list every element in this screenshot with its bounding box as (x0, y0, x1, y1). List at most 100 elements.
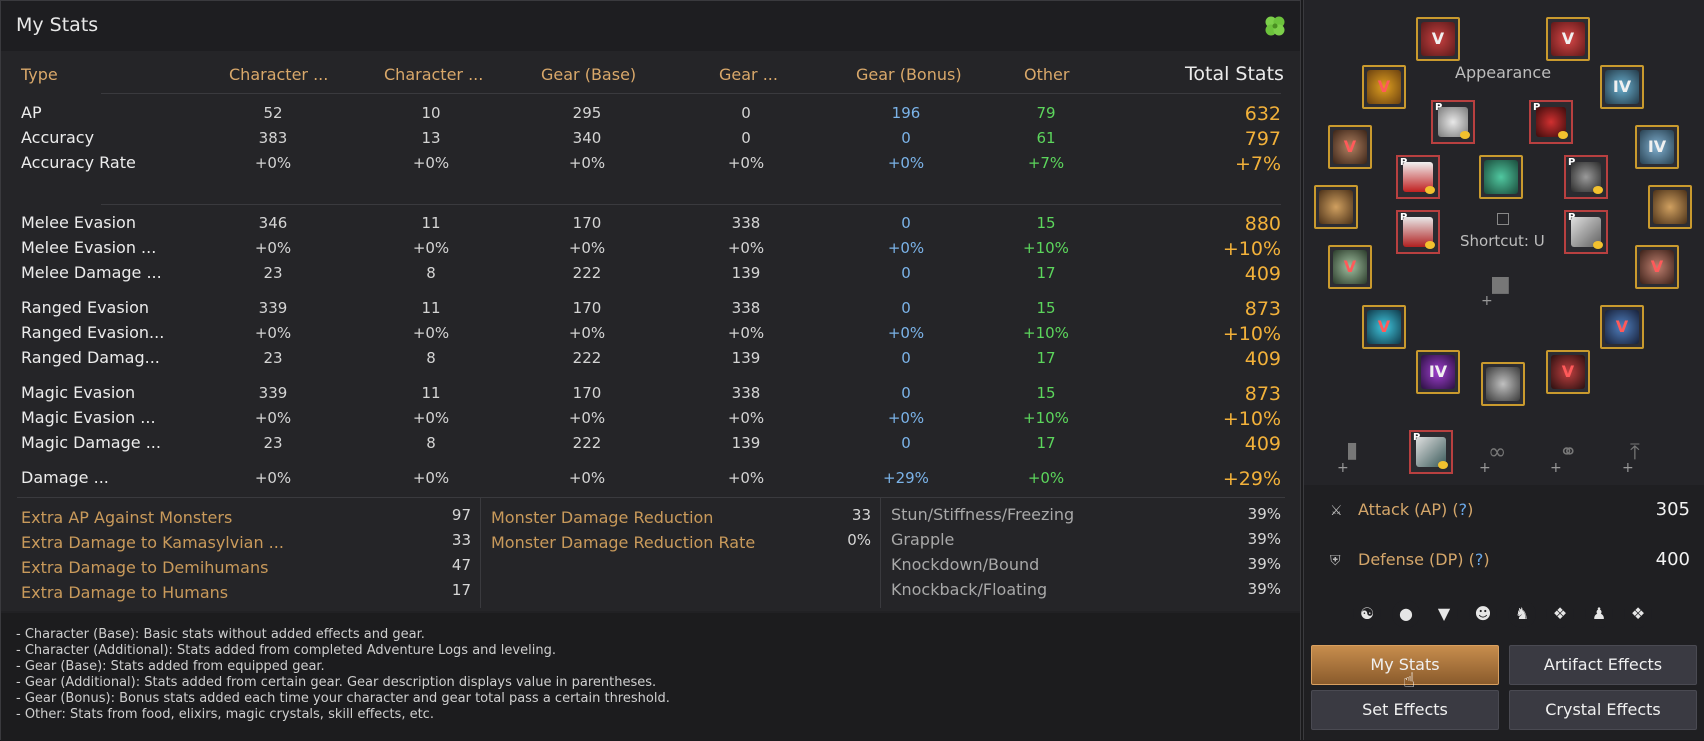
costume-slot-weapon[interactable]: P (1564, 210, 1608, 254)
dragon-icon[interactable]: ❖ (1546, 600, 1574, 628)
row-cell-bonus: 0 (901, 264, 911, 282)
equip-slot-lightstone[interactable] (1481, 362, 1525, 406)
note-line: - Character (Additional): Stats added fr… (16, 643, 556, 658)
row-cell-cb: 346 (258, 214, 288, 232)
note-line: - Gear (Bonus): Bonus stats added each t… (16, 691, 670, 706)
row-cell-cb: +0% (254, 469, 292, 487)
equip-slot-necklace[interactable] (1314, 185, 1358, 229)
equip-slot-helmet[interactable]: V (1416, 17, 1460, 61)
equip-slot-armor[interactable]: V (1546, 17, 1590, 61)
equip-slot-belt[interactable] (1479, 155, 1523, 199)
equip-slot-awakening[interactable]: V (1362, 305, 1406, 349)
row-cell-bonus: 0 (901, 349, 911, 367)
row-cell-gb: 340 (572, 129, 602, 147)
equip-slot-ring-2[interactable] (1648, 185, 1692, 229)
row-cell-cb: 23 (263, 349, 283, 367)
note-line: - Other: Stats from food, elixirs, magic… (16, 707, 434, 722)
row-total: +29% (1222, 468, 1281, 490)
horse-icon[interactable]: ♞ (1508, 600, 1536, 628)
row-cell-other: +0% (1027, 469, 1065, 487)
divider (480, 498, 481, 608)
row-cell-ca: +0% (412, 324, 450, 342)
extra-value: 39% (1247, 505, 1281, 523)
fox-icon[interactable]: ▼ (1430, 600, 1458, 628)
row-cell-cb: +0% (254, 239, 292, 257)
window-title: My Stats (16, 14, 99, 36)
mouth-icon[interactable]: ⚭ (1559, 440, 1578, 465)
extra-label: Knockback/Floating (891, 580, 1048, 599)
row-type-label: Ranged Evasion (21, 298, 150, 317)
extra-value: 39% (1247, 580, 1281, 598)
set-effects-button[interactable]: Set Effects (1311, 690, 1499, 730)
row-type-label: Magic Damage ... (21, 433, 161, 452)
costume-slot-hair[interactable]: P (1431, 100, 1475, 144)
row-cell-bonus: 0 (901, 299, 911, 317)
row-cell-ga: 338 (731, 299, 761, 317)
defense-help-link[interactable]: ? (1474, 550, 1484, 569)
extra-label: Monster Damage Reduction Rate (491, 533, 756, 552)
pose-icon[interactable]: ☯ (1353, 600, 1381, 628)
my-stats-panel: My Stats Type Character ... Character ..… (0, 0, 1301, 741)
row-cell-gb: 170 (572, 384, 602, 402)
col-header-char-add: Character ... (384, 65, 484, 84)
icon-tab-strip: ☯ ● ▼ ☻ ♞ ❖ ♟ ❖ (1304, 593, 1704, 637)
glasses-icon[interactable]: ∞ (1488, 440, 1507, 465)
tool-icon[interactable]: ⤒ (1630, 440, 1640, 465)
paw-icon[interactable]: ☻ (1469, 600, 1497, 628)
equip-slot-subweapon[interactable]: V (1328, 125, 1372, 169)
equip-slot-earring[interactable]: IV (1635, 125, 1679, 169)
extra-value: 0% (847, 531, 871, 549)
row-cell-ca: +0% (412, 239, 450, 257)
equip-slot-ring-3[interactable]: V (1546, 350, 1590, 394)
clover-icon[interactable] (1262, 13, 1288, 39)
book-icon[interactable]: ▮ (1346, 438, 1359, 463)
col-header-gear-add: Gear ... (719, 65, 778, 84)
costume-slot-accessory[interactable]: P (1409, 430, 1453, 474)
row-type-label: Ranged Damag... (21, 348, 160, 367)
row-type-label: Ranged Evasion... (21, 323, 165, 342)
row-cell-ga: +0% (727, 154, 765, 172)
row-cell-bonus: +29% (883, 469, 929, 487)
attack-help-link[interactable]: ? (1458, 500, 1468, 519)
row-cell-gb: +0% (568, 324, 606, 342)
underwear-icon[interactable]: ■ (1490, 272, 1511, 297)
equip-slot-mainweapon[interactable]: V (1362, 65, 1406, 109)
extra-label: Extra Damage to Demihumans (21, 558, 269, 577)
extra-value: 97 (451, 506, 471, 524)
person-icon[interactable]: ♟ (1585, 600, 1613, 628)
defense-label-close: ) (1483, 550, 1490, 569)
extra-label: Grapple (891, 530, 955, 549)
row-type-label: Magic Evasion ... (21, 408, 156, 427)
row-cell-ga: 338 (731, 214, 761, 232)
mask-icon[interactable]: ● (1392, 600, 1420, 628)
shield-tab-icon[interactable]: ❖ (1624, 600, 1652, 628)
equip-slot-shoes[interactable]: V (1635, 245, 1679, 289)
equip-slot-ring[interactable]: IV (1600, 65, 1644, 109)
row-cell-ca: 8 (426, 349, 436, 367)
row-cell-gb: 170 (572, 299, 602, 317)
shortcut-checkbox[interactable] (1497, 213, 1509, 225)
costume-slot-gloves[interactable]: P (1396, 210, 1440, 254)
costume-slot-legs[interactable]: P (1396, 155, 1440, 199)
row-cell-gb: +0% (568, 469, 606, 487)
row-type-label: Melee Damage ... (21, 263, 162, 282)
attack-label-close: ) (1467, 500, 1474, 519)
artifact-effects-button[interactable]: Artifact Effects (1509, 645, 1697, 685)
equip-slot-alchemy-stone[interactable]: IV (1416, 350, 1460, 394)
col-header-type: Type (21, 65, 58, 84)
row-cell-bonus: 196 (891, 104, 921, 122)
row-cell-other: +7% (1027, 154, 1065, 172)
row-cell-cb: +0% (254, 154, 292, 172)
equip-slot-artifact[interactable]: V (1600, 305, 1644, 349)
add-icon: + (1550, 460, 1562, 476)
my-stats-button[interactable]: My Stats ☝ (1311, 645, 1499, 692)
crystal-effects-button[interactable]: Crystal Effects (1509, 690, 1697, 730)
extra-value: 39% (1247, 530, 1281, 548)
costume-slot-armor[interactable]: P (1564, 155, 1608, 199)
row-total: 409 (1244, 263, 1281, 285)
equip-slot-gloves[interactable]: V (1328, 245, 1372, 289)
row-cell-bonus: +0% (887, 239, 925, 257)
costume-slot-hat[interactable]: P (1529, 100, 1573, 144)
row-cell-ga: 338 (731, 384, 761, 402)
row-cell-other: +10% (1023, 239, 1069, 257)
